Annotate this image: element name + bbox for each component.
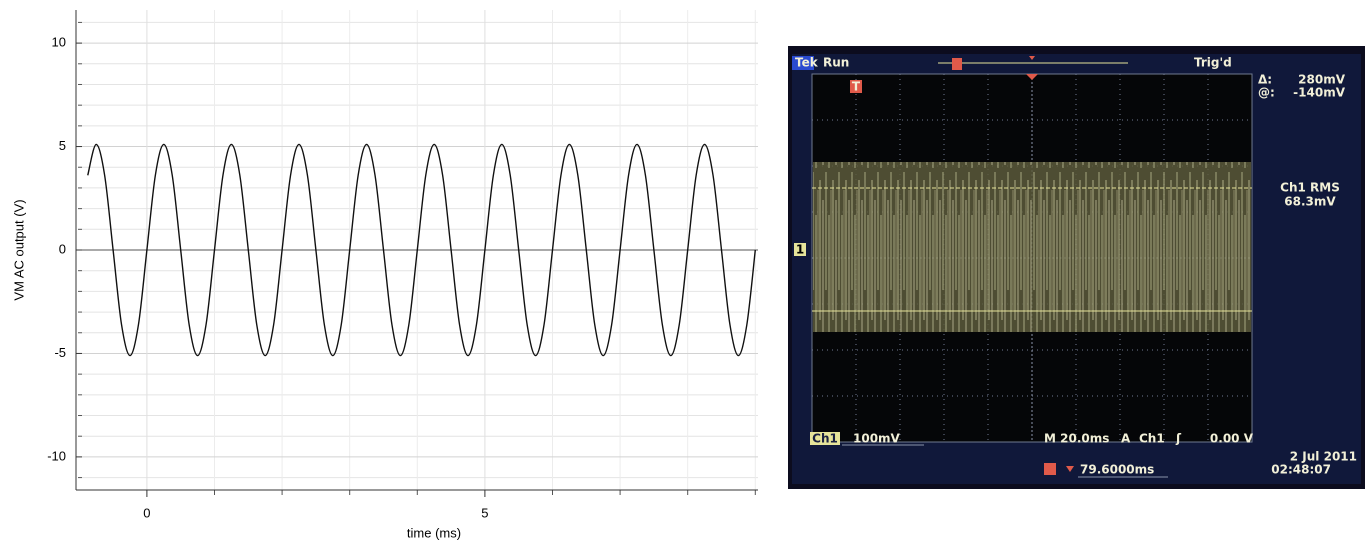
trig-offset-icon: [1044, 463, 1056, 475]
trig-level: 0.00 V: [1210, 432, 1254, 446]
y-tick-label: 0: [59, 241, 66, 256]
clock: 02:48:07: [1271, 463, 1331, 477]
x-axis-label: time (ms): [407, 525, 461, 540]
delta-value: 280mV: [1298, 73, 1346, 87]
at-value: -140mV: [1293, 86, 1346, 100]
channel-scale: 100mV: [853, 432, 901, 446]
brand: Tek: [795, 56, 819, 70]
y-axis-label: VM AC output (V): [11, 199, 26, 300]
delta-label: Δ:: [1258, 73, 1272, 87]
trig-marker-box: [850, 80, 862, 93]
measure-name: Ch1 RMS: [1280, 181, 1340, 195]
line-series: [87, 143, 756, 357]
y-tick-label: -5: [54, 345, 66, 360]
line-chart: time (ms) VM AC output (V) -10 -5 0 5 10 0 5: [11, 10, 758, 540]
axes: -10 -5 0 5 10 0 5: [47, 10, 758, 520]
measure-value: 68.3mV: [1284, 195, 1336, 209]
y-tick-label: -10: [47, 448, 66, 463]
trigger-state: Trig'd: [1194, 56, 1232, 70]
channel-marker: 1: [796, 243, 804, 257]
timebase: M 20.0ms: [1044, 432, 1109, 446]
x-tick-label: 0: [143, 505, 150, 520]
trigger-position-top: [1029, 56, 1035, 60]
channel-box: [810, 432, 840, 445]
trig-source-label: A: [1121, 432, 1131, 446]
date: 2 Jul 2011: [1290, 450, 1357, 464]
run-state: Run: [823, 56, 849, 70]
trig-offset: 79.6000ms: [1080, 463, 1154, 477]
trig-slope: ʃ: [1175, 432, 1182, 446]
brand-box: [792, 56, 814, 70]
noise-trace: [813, 162, 1251, 332]
record-window: [952, 58, 962, 70]
y-tick-label: 10: [52, 35, 66, 50]
trigger-position: [1026, 74, 1038, 80]
oscilloscope-photo: Tek Run Trig'd T 1 Δ: 280mV @: -140mV Ch…: [788, 46, 1365, 489]
channel: Ch1: [812, 432, 838, 446]
trig-marker: T: [852, 80, 861, 94]
y-tick-label: 5: [59, 138, 66, 153]
channel-marker-box: [794, 243, 806, 256]
x-tick-label: 5: [481, 505, 488, 520]
trig-channel: Ch1: [1139, 432, 1165, 446]
at-label: @:: [1258, 86, 1275, 100]
trig-offset-arrow: [1066, 466, 1074, 472]
